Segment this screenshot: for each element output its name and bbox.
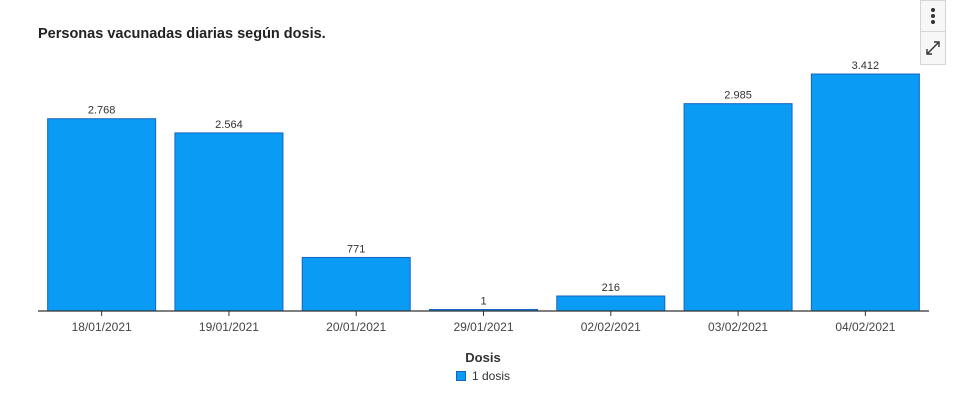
- bar-04-02-2021[interactable]: [810, 73, 920, 312]
- data-label: 2.985: [724, 90, 752, 102]
- data-label: 771: [347, 243, 365, 255]
- x-tick-label: 02/02/2021: [581, 320, 641, 334]
- data-label: 3.412: [852, 60, 880, 72]
- expand-arrows-icon: [926, 41, 940, 55]
- x-tick-label: 18/01/2021: [72, 320, 132, 334]
- x-tick-label: 19/01/2021: [199, 320, 259, 334]
- bar-20-01-2021[interactable]: [301, 256, 411, 312]
- data-label: 216: [602, 282, 620, 294]
- x-tick-label: 20/01/2021: [326, 320, 386, 334]
- chart-menu-button[interactable]: [920, 0, 946, 31]
- chart-expand-button[interactable]: [920, 31, 946, 65]
- chart-title: Personas vacunadas diarias según dosis.: [38, 26, 326, 42]
- data-label: 2.768: [88, 105, 116, 117]
- bar-03-02-2021[interactable]: [683, 103, 793, 312]
- legend-swatch: [456, 371, 466, 381]
- data-label: 2.564: [215, 119, 243, 131]
- legend-item-1-dosis[interactable]: 1 dosis: [456, 369, 510, 383]
- bar-02-02-2021[interactable]: [556, 295, 666, 312]
- x-tick-label: 04/02/2021: [835, 320, 895, 334]
- bar-18-01-2021[interactable]: [47, 118, 157, 312]
- data-label: 1: [480, 296, 486, 308]
- x-tick-label: 29/01/2021: [453, 320, 513, 334]
- x-tick-label: 03/02/2021: [708, 320, 768, 334]
- vertical-dots-icon: [931, 8, 935, 24]
- legend-label: 1 dosis: [472, 369, 511, 383]
- bar-19-01-2021[interactable]: [174, 132, 284, 312]
- legend-title: Dosis: [465, 350, 501, 365]
